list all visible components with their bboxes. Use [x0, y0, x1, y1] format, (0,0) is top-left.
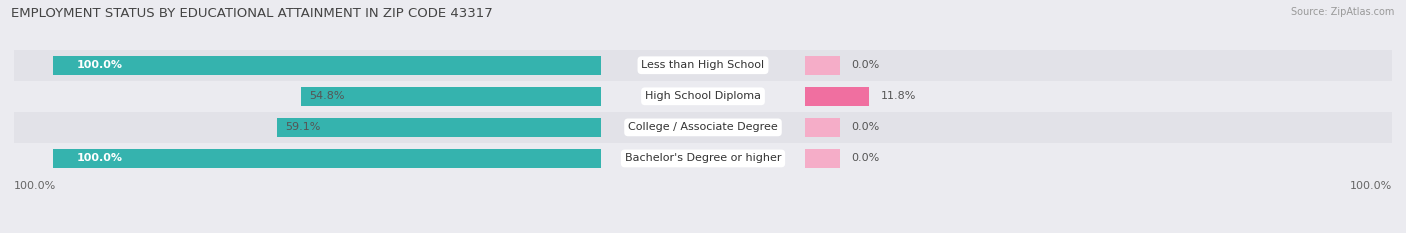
Bar [14, 112, 1392, 143]
Text: 0.0%: 0.0% [852, 154, 880, 163]
Bar [14, 81, 1392, 112]
Text: 100.0%: 100.0% [1350, 181, 1392, 191]
Text: High School Diploma: High School Diploma [645, 91, 761, 101]
Text: EMPLOYMENT STATUS BY EDUCATIONAL ATTAINMENT IN ZIP CODE 43317: EMPLOYMENT STATUS BY EDUCATIONAL ATTAINM… [11, 7, 494, 20]
Bar [804, 118, 839, 137]
Legend: In Labor Force, Unemployed: In Labor Force, Unemployed [603, 230, 803, 233]
Text: 0.0%: 0.0% [852, 60, 880, 70]
Bar [14, 143, 1392, 174]
Text: College / Associate Degree: College / Associate Degree [628, 122, 778, 132]
Bar [14, 50, 1392, 81]
Bar [804, 56, 839, 75]
Bar [804, 87, 869, 106]
Text: 59.1%: 59.1% [285, 122, 321, 132]
Text: Bachelor's Degree or higher: Bachelor's Degree or higher [624, 154, 782, 163]
Text: 100.0%: 100.0% [77, 154, 122, 163]
Bar [53, 56, 602, 75]
Bar [301, 87, 602, 106]
Text: 54.8%: 54.8% [309, 91, 344, 101]
Text: 0.0%: 0.0% [852, 122, 880, 132]
Text: 100.0%: 100.0% [14, 181, 56, 191]
Text: Source: ZipAtlas.com: Source: ZipAtlas.com [1291, 7, 1395, 17]
Bar [277, 118, 602, 137]
Bar [53, 149, 602, 168]
Text: 100.0%: 100.0% [77, 60, 122, 70]
Bar [804, 149, 839, 168]
Text: 11.8%: 11.8% [882, 91, 917, 101]
Text: Less than High School: Less than High School [641, 60, 765, 70]
